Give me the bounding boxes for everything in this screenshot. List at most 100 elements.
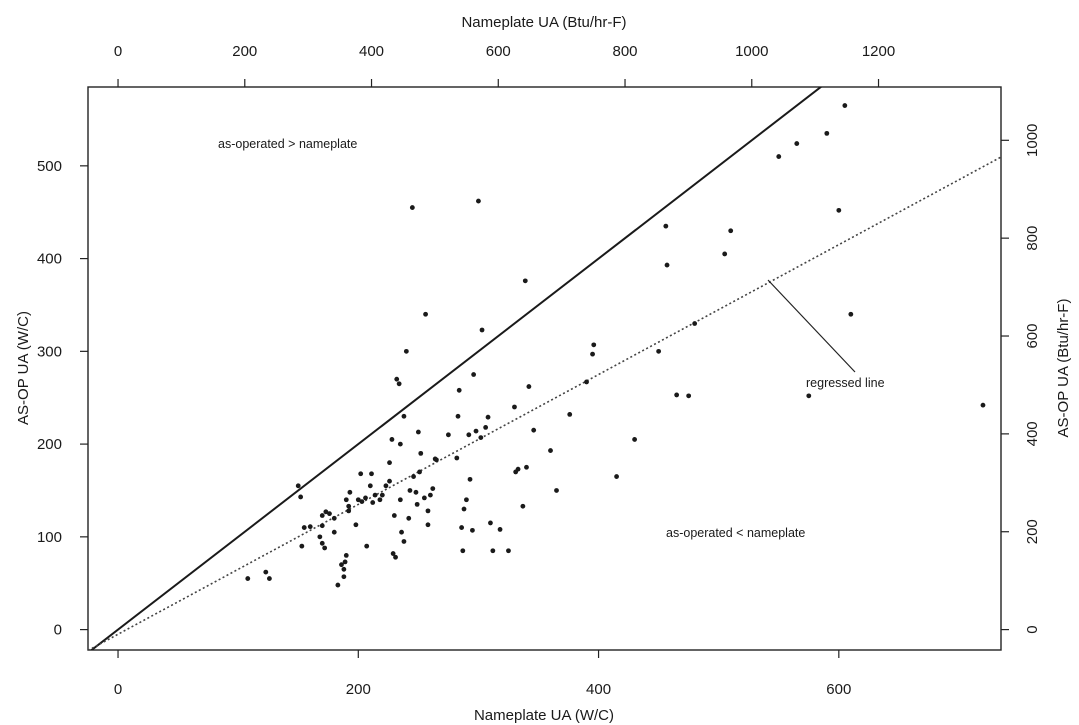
regression-annotation: regressed line	[806, 376, 885, 390]
data-point	[346, 503, 352, 509]
data-point	[379, 492, 385, 498]
data-point	[331, 529, 337, 535]
data-point	[806, 393, 812, 399]
data-point	[411, 474, 416, 479]
axis-ticks	[80, 79, 1009, 658]
data-point	[263, 569, 269, 575]
data-point	[483, 424, 489, 430]
data-point	[415, 429, 421, 435]
data-point	[584, 379, 589, 385]
data-point	[397, 497, 403, 503]
data-point	[323, 509, 329, 515]
y-tick-label: 200	[37, 436, 62, 453]
data-point	[506, 548, 511, 554]
data-point	[836, 207, 842, 213]
data-point	[848, 311, 854, 317]
data-point	[295, 483, 301, 489]
data-point	[418, 450, 424, 456]
data-point	[663, 223, 669, 229]
lower-region-annotation: as-operated < nameplate	[666, 526, 805, 540]
data-point	[554, 488, 559, 493]
data-point	[476, 198, 481, 204]
y2-tick-label: 0	[1024, 625, 1041, 633]
data-point	[409, 205, 415, 210]
reference-lines	[88, 87, 1001, 650]
data-point	[423, 311, 428, 317]
data-point	[728, 228, 734, 234]
data-point	[363, 495, 368, 501]
data-point	[461, 506, 467, 512]
data-point	[394, 376, 400, 382]
data-point	[245, 576, 251, 581]
data-point	[343, 552, 349, 558]
y2-axis-label: AS-OP UA (Btu/hr-F)	[1055, 299, 1072, 438]
data-point	[367, 483, 373, 489]
data-point	[399, 529, 404, 535]
data-point	[387, 460, 392, 466]
data-point	[391, 513, 397, 518]
data-point	[396, 381, 402, 387]
data-point	[319, 513, 325, 518]
x-tick-label: 400	[586, 681, 611, 698]
data-point	[317, 534, 323, 540]
data-point	[353, 522, 359, 528]
data-point	[445, 432, 451, 438]
data-point	[414, 501, 420, 507]
data-point	[466, 432, 472, 438]
data-point	[467, 476, 473, 482]
data-point	[358, 471, 364, 477]
data-point	[370, 500, 376, 505]
data-point	[343, 497, 349, 503]
x2-tick-label: 0	[114, 43, 122, 60]
data-point	[524, 464, 529, 470]
data-point	[722, 251, 728, 257]
data-point	[686, 393, 692, 399]
y2-tick-label: 800	[1024, 226, 1041, 251]
data-point	[614, 474, 619, 479]
data-point	[454, 455, 460, 461]
y2-tick-label: 1000	[1024, 124, 1041, 157]
data-point	[512, 404, 517, 410]
data-point	[339, 562, 344, 568]
data-point	[359, 499, 365, 504]
data-point	[664, 262, 670, 268]
data-point	[531, 427, 537, 433]
data-point	[364, 543, 370, 549]
data-point	[417, 469, 422, 475]
data-point	[464, 497, 469, 503]
regression-callout-line	[767, 279, 856, 373]
data-point	[471, 372, 477, 377]
data-point	[455, 413, 461, 419]
data-point	[515, 466, 521, 472]
data-point	[298, 494, 304, 500]
data-point	[479, 327, 485, 333]
x-tick-label: 0	[114, 681, 122, 698]
data-point	[401, 539, 407, 544]
data-point	[342, 559, 348, 565]
data-point	[430, 486, 436, 492]
y-tick-label: 0	[54, 622, 62, 639]
data-point	[425, 508, 431, 514]
y-tick-label: 100	[37, 529, 62, 546]
x2-tick-label: 1000	[735, 43, 768, 60]
x2-tick-label: 400	[359, 43, 384, 60]
data-point	[425, 522, 431, 528]
data-point	[632, 437, 637, 442]
data-point	[389, 437, 395, 442]
data-point	[656, 348, 662, 354]
data-point	[470, 527, 475, 533]
data-point	[520, 503, 526, 509]
data-point	[433, 457, 439, 463]
data-point	[980, 402, 986, 408]
data-point	[403, 348, 409, 354]
x-axis-label: Nameplate UA (W/C)	[474, 707, 614, 724]
data-point	[301, 525, 307, 530]
data-point	[591, 342, 597, 348]
data-point	[427, 492, 433, 498]
y2-tick-label: 200	[1024, 519, 1041, 544]
y-tick-label: 400	[37, 251, 62, 268]
axis-tick-labels: 0 200 400 600 0 200 400 600 800 1000 1200 0 100 200 30…	[37, 43, 1041, 698]
data-point	[299, 543, 305, 549]
y2-tick-label: 600	[1024, 324, 1041, 349]
